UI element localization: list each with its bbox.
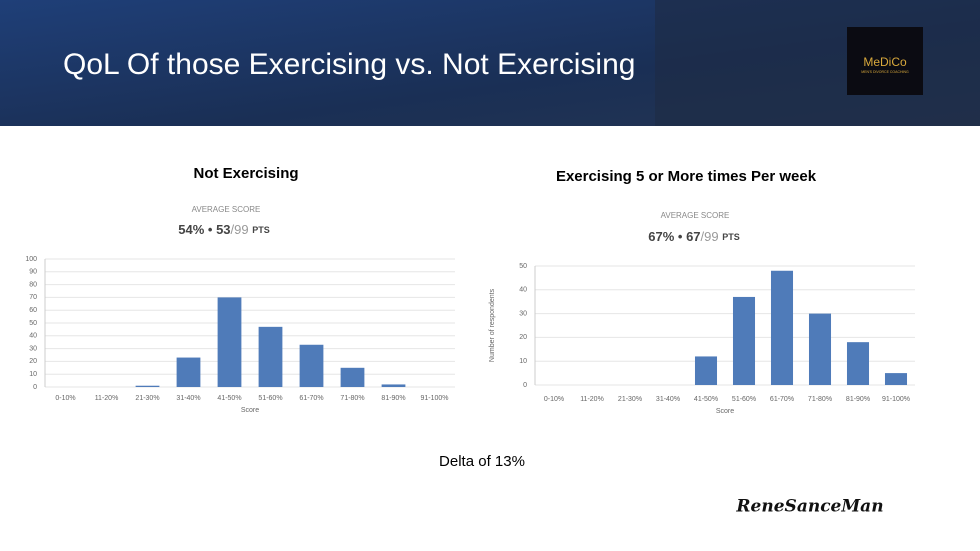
x-tick-label: 0-10% xyxy=(55,395,75,402)
bar xyxy=(846,342,870,385)
logo-box xyxy=(847,27,923,95)
y-tick-label: 80 xyxy=(29,281,37,288)
x-tick-label: 11-20% xyxy=(580,396,604,403)
x-tick-label: 81-90% xyxy=(381,395,405,402)
x-tick-label: 61-70% xyxy=(299,395,323,402)
points-unit: PTS xyxy=(252,225,270,235)
chart-title: Not Exercising xyxy=(193,165,298,182)
x-tick-label: 71-80% xyxy=(340,395,364,402)
bar xyxy=(217,297,242,387)
x-tick-label: 21-30% xyxy=(618,396,642,403)
y-tick-label: 50 xyxy=(29,320,37,327)
bar xyxy=(381,384,406,387)
y-tick-label: 0 xyxy=(523,382,527,389)
x-axis-label: Score xyxy=(716,408,734,415)
y-tick-label: 20 xyxy=(29,358,37,365)
average-label: AVERAGE SCORE xyxy=(192,205,261,214)
x-tick-label: 0-10% xyxy=(544,396,564,403)
delta-note: Delta of 13% xyxy=(439,453,525,470)
y-tick-label: 30 xyxy=(29,345,37,352)
x-tick-label: 51-60% xyxy=(258,395,282,402)
y-tick-label: 90 xyxy=(29,269,37,276)
y-axis-label: Number of respondents xyxy=(489,288,496,362)
y-tick-label: 50 xyxy=(519,263,527,270)
slide-title: QoL Of those Exercising vs. Not Exercisi… xyxy=(63,48,635,81)
x-tick-label: 81-90% xyxy=(846,396,870,403)
average-points: 67 xyxy=(686,229,700,244)
bar xyxy=(135,385,160,387)
x-axis-label: Score xyxy=(241,407,259,414)
bar xyxy=(732,296,756,385)
y-tick-label: 100 xyxy=(25,256,37,263)
x-tick-label: 41-50% xyxy=(694,396,718,403)
average-label: AVERAGE SCORE xyxy=(661,211,730,220)
bar xyxy=(258,326,283,387)
points-max: /99 xyxy=(701,229,719,244)
points-max: /99 xyxy=(231,222,249,237)
chart-title: Exercising 5 or More times Per week xyxy=(556,168,817,185)
bar xyxy=(884,373,908,385)
y-tick-label: 70 xyxy=(29,294,37,301)
x-tick-label: 31-40% xyxy=(176,395,200,402)
average-percent: 67% xyxy=(648,229,674,244)
x-tick-label: 71-80% xyxy=(808,396,832,403)
points-unit: PTS xyxy=(722,232,740,242)
y-tick-label: 60 xyxy=(29,307,37,314)
logo-tagline: MEN'S DIVORCE COACHING xyxy=(861,70,909,74)
average-score: 67% • 67/99 PTS xyxy=(648,229,740,244)
x-tick-label: 91-100% xyxy=(882,396,910,403)
x-tick-label: 61-70% xyxy=(770,396,794,403)
signature: ReneSanceMan xyxy=(735,497,883,517)
logo-name: MeDiCo xyxy=(863,55,907,69)
average-score: 54% • 53/99 PTS xyxy=(178,222,270,237)
bar xyxy=(340,367,365,387)
x-tick-label: 11-20% xyxy=(95,395,119,402)
header-shade xyxy=(655,0,980,126)
x-tick-label: 31-40% xyxy=(656,396,680,403)
y-tick-label: 20 xyxy=(519,334,527,341)
average-percent: 54% xyxy=(178,222,204,237)
y-tick-label: 40 xyxy=(519,287,527,294)
x-tick-label: 51-60% xyxy=(732,396,756,403)
separator: • xyxy=(678,229,683,244)
bar xyxy=(176,357,201,387)
bar xyxy=(808,313,832,385)
bar xyxy=(770,270,794,385)
x-tick-label: 41-50% xyxy=(217,395,241,402)
y-tick-label: 0 xyxy=(33,384,37,391)
y-tick-label: 40 xyxy=(29,333,37,340)
average-points: 53 xyxy=(216,222,230,237)
y-tick-label: 30 xyxy=(519,310,527,317)
x-tick-label: 21-30% xyxy=(135,395,159,402)
bar xyxy=(299,344,324,387)
x-tick-label: 91-100% xyxy=(420,395,448,402)
bar xyxy=(694,356,718,385)
y-tick-label: 10 xyxy=(519,358,527,365)
separator: • xyxy=(208,222,213,237)
y-tick-label: 10 xyxy=(29,371,37,378)
